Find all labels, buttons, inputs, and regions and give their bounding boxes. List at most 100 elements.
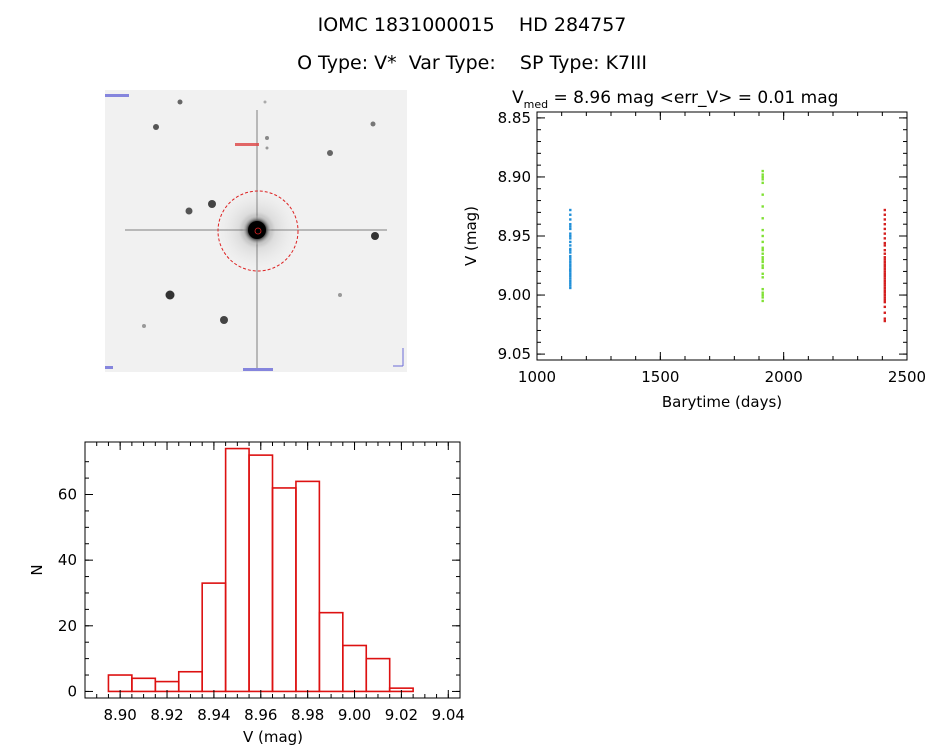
figure-title: IOMC 1831000015 HD 284757 (317, 14, 627, 36)
lc-point-epoch3 (883, 222, 886, 226)
lc-point-epoch3 (883, 311, 886, 314)
lc-point-epoch3 (883, 248, 886, 252)
lc-point-epoch2 (761, 234, 764, 238)
lc-point-epoch3 (883, 208, 886, 212)
lc-point-epoch1 (569, 251, 572, 254)
lc-point-epoch1 (569, 232, 572, 235)
lc-point-epoch2 (761, 258, 764, 261)
lc-point-epoch2 (761, 293, 764, 297)
lc-point-epoch2 (761, 299, 764, 303)
lc-point-epoch2 (761, 256, 764, 259)
hist-xtick-label: 9.02 (385, 706, 418, 724)
hist-xtick-label: 8.94 (197, 706, 230, 724)
lc-point-epoch1 (569, 279, 572, 283)
lc-point-epoch3 (883, 263, 886, 266)
image-label-mark (235, 143, 259, 146)
hist-xtick-label: 9.04 (432, 706, 465, 724)
image-label-mark (105, 366, 113, 369)
hist-ytick-label: 0 (67, 682, 77, 700)
lc-point-epoch1 (569, 208, 572, 212)
lc-point-epoch3 (883, 274, 886, 278)
hist-bar (224, 447, 250, 693)
lc-point-epoch1 (569, 269, 572, 272)
lc-point-epoch2 (761, 272, 764, 275)
light-curve-chart: Vmed = 8.96 mag <err_V> = 0.01 mag 1000 1… (462, 88, 925, 411)
lc-ytick-label: 9.05 (498, 345, 531, 363)
hist-bar (131, 677, 157, 693)
lc-point-epoch2 (761, 246, 764, 250)
star-field-image (105, 90, 407, 372)
field-star (208, 200, 216, 208)
hist-bar (318, 611, 344, 693)
lc-point-epoch2 (761, 217, 764, 220)
lc-point-epoch3 (883, 284, 886, 287)
hist-bar (107, 674, 133, 693)
lc-point-epoch3 (883, 267, 886, 271)
lc-xtick-label: 2500 (888, 368, 925, 386)
aperture-circle (217, 190, 299, 272)
lc-point-epoch3 (883, 272, 886, 275)
lc-point-epoch3 (883, 258, 886, 261)
lc-ylabel: V (mag) (462, 206, 480, 266)
hist-bar (271, 487, 297, 693)
lc-point-epoch3 (883, 218, 886, 221)
lc-point-epoch1 (569, 286, 572, 290)
lc-point-epoch3 (883, 227, 886, 231)
lc-point-epoch2 (761, 276, 764, 279)
lc-point-epoch2 (761, 266, 764, 270)
lc-point-epoch2 (761, 240, 764, 244)
hist-bar (154, 680, 180, 693)
hist-bar (248, 454, 274, 693)
lc-point-epoch1 (569, 277, 572, 280)
lc-point-epoch3 (883, 260, 886, 264)
lc-point-epoch1 (569, 225, 572, 228)
lc-point-epoch1 (569, 218, 572, 221)
field-star (371, 232, 379, 240)
lc-title-sub: med (524, 98, 548, 111)
lc-point-epoch3 (883, 244, 886, 247)
hist-xtick-label: 8.90 (103, 706, 136, 724)
lc-point-epoch3 (883, 289, 886, 292)
lc-point-epoch1 (569, 260, 572, 264)
hist-xtick-label: 9.00 (338, 706, 371, 724)
lc-point-epoch2 (761, 260, 764, 264)
lc-point-epoch1 (569, 227, 572, 231)
hist-bar (365, 657, 391, 693)
hist-xtick-label: 8.96 (244, 706, 277, 724)
lc-point-epoch1 (569, 213, 572, 216)
hist-xlabel: V (mag) (243, 728, 303, 746)
lc-point-epoch3 (883, 256, 886, 259)
field-star (265, 146, 269, 150)
lc-point-epoch2 (761, 193, 764, 196)
hist-y-ticks: 0 20 40 60 (58, 461, 460, 700)
lc-point-epoch1 (569, 282, 572, 285)
lc-ytick-label: 8.90 (498, 168, 531, 186)
lc-xtick-label: 2000 (765, 368, 803, 386)
lc-point-epoch1 (569, 272, 572, 275)
lc-point-epoch2 (761, 252, 764, 255)
field-star (338, 293, 342, 297)
field-star (153, 124, 159, 130)
hist-xtick-label: 8.92 (150, 706, 183, 724)
hist-ytick-label: 60 (58, 486, 77, 504)
lc-point-epoch3 (883, 241, 886, 245)
lc-point-epoch2 (761, 178, 764, 181)
lc-title-v: V (512, 88, 524, 108)
lc-plot-frame (536, 111, 908, 361)
hist-ylabel: N (28, 564, 46, 575)
lc-point-epoch3 (883, 252, 886, 255)
lc-xtick-label: 1500 (641, 368, 679, 386)
lc-point-epoch2 (761, 173, 764, 176)
hist-ytick-label: 40 (58, 551, 77, 569)
field-star (263, 100, 267, 104)
lc-x-ticks: 1000 1500 2000 2500 (518, 112, 925, 386)
lc-point-epoch3 (883, 282, 886, 285)
lc-title-rest: = 8.96 mag <err_V> = 0.01 mag (548, 88, 838, 108)
field-star (165, 290, 175, 300)
lc-point-epoch1 (569, 258, 572, 261)
lc-ytick-label: 8.95 (498, 227, 531, 245)
lc-points (569, 169, 886, 323)
lc-point-epoch3 (883, 279, 886, 283)
lc-point-epoch2 (761, 296, 764, 299)
hist-ytick-label: 20 (58, 617, 77, 635)
